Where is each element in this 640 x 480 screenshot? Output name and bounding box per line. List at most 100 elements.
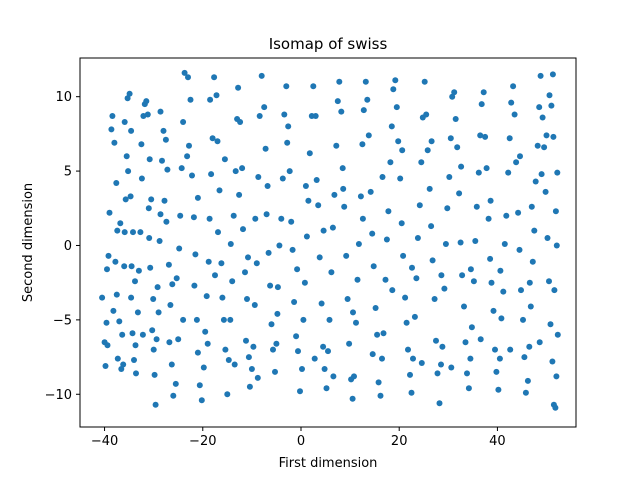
scatter-point [239,165,246,172]
scatter-point [552,404,559,411]
scatter-point [113,291,120,298]
scatter-point [495,386,502,393]
scatter-point [130,229,136,236]
scatter-point [552,208,559,215]
scatter-point [209,135,216,142]
scatter-point [125,168,132,175]
scatter-point [123,153,130,160]
scatter-point [344,296,351,302]
scatter-point [380,330,387,337]
scatter-point [200,364,207,371]
scatter-point [265,249,272,256]
scatter-point [538,171,545,178]
scatter-point [122,196,129,203]
scatter-point [318,300,325,307]
scatter-point [164,166,171,173]
scatter-point [112,258,119,265]
scatter-point [232,168,239,175]
scatter-point [458,163,465,170]
scatter-point [166,339,173,346]
scatter-point [302,183,309,189]
scatter-point [508,99,515,106]
scatter-point [447,135,454,142]
y-axis-label: Second dimension [21,183,36,302]
scatter-point [208,171,215,178]
plot-frame [79,57,577,428]
scatter-point [333,142,340,149]
scatter-point [157,108,164,115]
scatter-point [219,294,226,301]
scatter-point [546,92,553,99]
scatter-point [128,294,135,301]
scatter-point [377,392,384,399]
x-axis-ticks: −40 −20 0 20 40 [91,427,506,449]
scatter-point [134,309,141,316]
scatter-point [374,331,381,338]
scatter-point [254,374,261,381]
scatter-point [121,263,128,270]
scatter-point [351,373,357,380]
chart-title: Isomap of swiss [269,35,388,53]
y-tick-label: −5 [53,313,72,328]
scatter-point [551,287,558,294]
scatter-point [248,366,255,372]
scatter-point [320,227,327,234]
scatter-point [227,241,234,247]
scatter-point [518,287,524,294]
scatter-point [487,197,494,204]
scatter-point [316,254,323,261]
scatter-point [493,368,500,375]
scatter-point [213,92,220,99]
scatter-point [388,123,395,130]
scatter-point [153,336,160,343]
x-tick-label: 20 [391,434,408,449]
scatter-point [262,145,269,152]
scatter-point [245,354,252,361]
scatter-point [103,319,110,326]
scatter-point [524,377,531,384]
scatter-point [190,214,197,221]
scatter-point [444,205,451,212]
scatter-point [211,74,218,81]
scatter-point [359,141,366,148]
scatter-point [402,294,409,301]
scatter-point [534,142,541,149]
scatter-point [364,96,371,103]
scatter-point [475,169,482,176]
y-tick-label: 0 [64,239,72,254]
scatter-point [144,111,151,118]
scatter-point [488,279,495,286]
scatter-point [472,238,479,244]
scatter-point [311,355,318,362]
scatter-point [185,74,191,81]
scatter-point [160,127,167,134]
scatter-point [482,133,489,140]
scatter-point [299,366,305,372]
scatter-point [522,389,529,396]
scatter-point [542,188,549,195]
scatter-point [288,218,295,225]
scatter-point [320,343,327,350]
scatter-point [341,203,348,210]
scatter-point [438,272,445,279]
scatter-point [272,368,278,375]
scatter-point [421,78,428,85]
scatter-point [230,212,237,219]
scatter-point [528,203,535,210]
scatter-point [289,246,296,253]
scatter-point [547,321,554,328]
scatter-point [121,119,128,125]
scatter-point [227,316,234,323]
scatter-point [162,136,169,143]
scatter-point [268,321,275,328]
scatter-point [310,83,317,90]
scatter-point [159,157,165,164]
scatter-point [224,391,231,398]
scatter-point [231,361,238,368]
scatter-point [418,360,425,366]
scatter-point [359,215,366,222]
scatter-point [503,212,510,219]
scatter-point [186,142,192,149]
scatter-point [267,282,274,289]
scatter-point [531,227,538,234]
